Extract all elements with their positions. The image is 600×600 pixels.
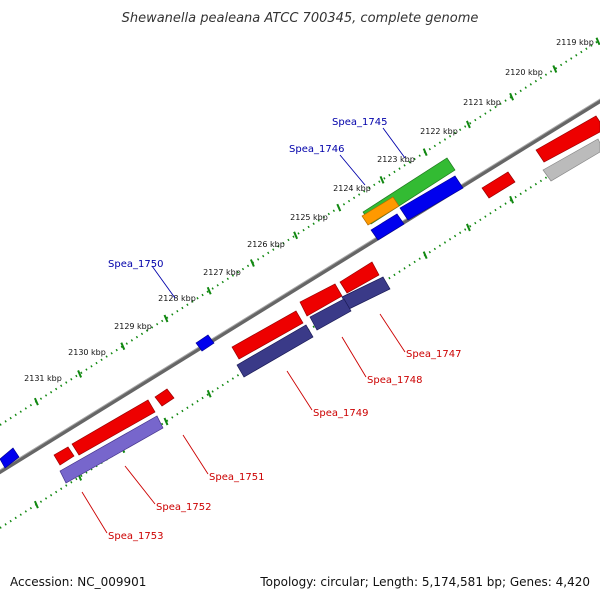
gene-arrow-spea_1752[interactable] bbox=[53, 446, 75, 466]
major-tick bbox=[206, 286, 212, 295]
major-tick bbox=[163, 314, 169, 323]
kbp-label: 2126 kbp bbox=[247, 240, 285, 249]
kbp-label: 2123 kbp bbox=[377, 155, 415, 164]
gene-label-spea_1746[interactable]: Spea_1746 bbox=[289, 144, 344, 155]
gene-arrow-spea_1753[interactable] bbox=[59, 415, 164, 484]
gene-label-spea_1751[interactable]: Spea_1751 bbox=[209, 472, 264, 483]
major-tick bbox=[465, 223, 471, 232]
gene-arrow-forward[interactable] bbox=[370, 213, 405, 241]
gene-label-spea_1745[interactable]: Spea_1745 bbox=[332, 117, 387, 128]
gene-label-spea_1752[interactable]: Spea_1752 bbox=[156, 502, 211, 513]
reverse-strand-features bbox=[53, 115, 600, 484]
gene-arrow-forward[interactable] bbox=[399, 175, 464, 221]
inner-tick-ring bbox=[0, 142, 600, 529]
kbp-label: 2131 kbp bbox=[24, 374, 62, 383]
genome-backbone-highlight bbox=[0, 98, 600, 471]
gene-arrow-forward[interactable] bbox=[0, 447, 20, 469]
major-tick bbox=[422, 251, 428, 260]
major-tick bbox=[163, 417, 169, 426]
kbp-label: 2119 kbp bbox=[556, 38, 594, 47]
gene-arrow-reverse[interactable] bbox=[231, 310, 304, 360]
gene-arrow-spea_1748[interactable] bbox=[309, 298, 352, 331]
gene-label-spea_1753[interactable]: Spea_1753 bbox=[108, 531, 163, 542]
gene-arrow-spea_1746[interactable] bbox=[361, 196, 400, 226]
gene-label-spea_1747[interactable]: Spea_1747 bbox=[406, 349, 461, 360]
kbp-label: 2125 kbp bbox=[290, 213, 328, 222]
gene-arrow-reverse[interactable] bbox=[154, 388, 175, 407]
gene-label-spea_1750[interactable]: Spea_1750 bbox=[108, 259, 163, 270]
major-tick bbox=[336, 203, 342, 212]
gene-arrow-spea_1747[interactable] bbox=[339, 261, 380, 294]
gene-arrow-spea_1751[interactable] bbox=[71, 399, 156, 456]
outer-tick-ring bbox=[0, 39, 600, 426]
gene-arrow-reverse[interactable] bbox=[299, 283, 343, 317]
major-tick bbox=[206, 389, 212, 398]
gene-arrow-spea_1750[interactable] bbox=[195, 334, 215, 352]
accession-text: Accession: NC_009901 bbox=[10, 575, 146, 589]
major-tick bbox=[465, 120, 471, 129]
major-tick bbox=[422, 148, 428, 157]
major-tick bbox=[33, 397, 39, 406]
gene-arrow-reverse[interactable] bbox=[481, 171, 516, 199]
gene-label-spea_1748[interactable]: Spea_1748 bbox=[367, 375, 422, 386]
major-tick bbox=[33, 500, 39, 509]
major-tick bbox=[509, 92, 515, 101]
map-title: Shewanella pealeana ATCC 700345, complet… bbox=[122, 11, 479, 26]
gene-arrow-reverse[interactable] bbox=[535, 115, 600, 163]
major-tick bbox=[77, 370, 83, 378]
kbp-label: 2129 kbp bbox=[114, 322, 152, 331]
kbp-label: 2124 kbp bbox=[333, 184, 371, 193]
major-tick bbox=[293, 231, 299, 240]
kbp-label: 2120 kbp bbox=[505, 68, 543, 77]
major-tick bbox=[379, 175, 385, 184]
major-tick bbox=[249, 259, 255, 267]
genome-stats-text: Topology: circular; Length: 5,174,581 bp… bbox=[259, 575, 590, 589]
kbp-label: 2121 kbp bbox=[463, 98, 501, 107]
kbp-label: 2130 kbp bbox=[68, 348, 106, 357]
kbp-label: 2128 kbp bbox=[158, 294, 196, 303]
kbp-label: 2122 kbp bbox=[420, 127, 458, 136]
major-tick bbox=[120, 342, 126, 351]
gene-arrow-spea_1749[interactable] bbox=[236, 324, 314, 378]
label-leaders bbox=[81, 127, 406, 534]
kbp-label: 2127 kbp bbox=[203, 268, 241, 277]
forward-strand-features bbox=[0, 157, 464, 469]
gene-arrow-pseudo[interactable] bbox=[542, 138, 600, 182]
major-tick bbox=[595, 37, 600, 46]
major-tick bbox=[552, 65, 558, 73]
genome-backbone bbox=[0, 98, 600, 475]
major-tick bbox=[509, 195, 515, 204]
gene-label-spea_1749[interactable]: Spea_1749 bbox=[313, 408, 368, 419]
